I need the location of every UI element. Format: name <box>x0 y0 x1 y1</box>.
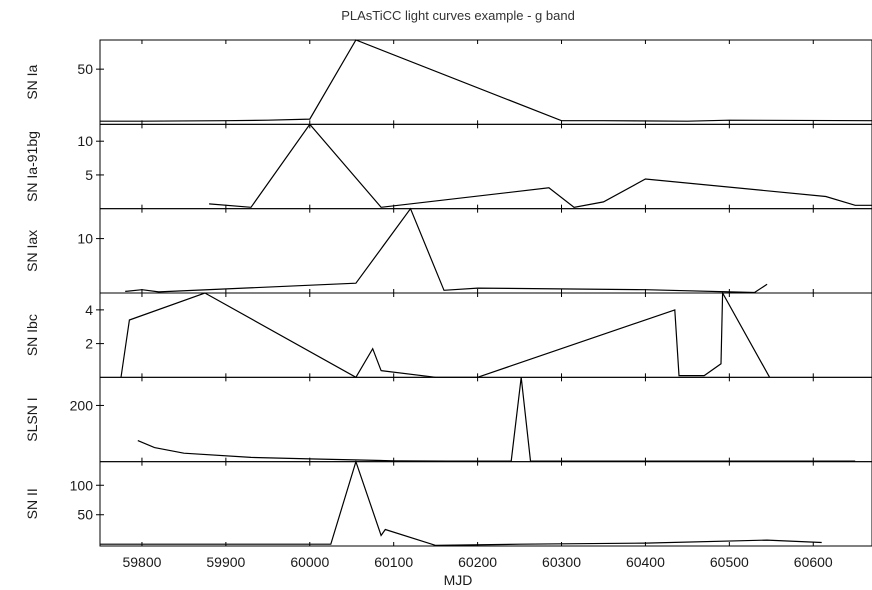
y-axis-label: SN Ia-91bg <box>24 131 40 202</box>
y-axis-label: SN Ia <box>24 64 40 99</box>
series-line <box>137 377 856 462</box>
x-tick-label: 60300 <box>542 554 581 570</box>
panel-frame <box>99 208 872 294</box>
x-axis: 59800 59900 60000 60100 60200 60300 60400 60500… <box>122 554 832 570</box>
y-axis-label: SN II <box>24 488 40 519</box>
y-tick-label: 200 <box>70 397 94 413</box>
y-axis-label: SN Ibc <box>24 314 40 356</box>
series-line <box>125 207 768 294</box>
panel-4: 200 SLSN I <box>24 376 872 463</box>
y-tick-label: 2 <box>85 336 93 352</box>
y-axis-label: SLSN I <box>24 397 40 441</box>
series-line <box>209 123 872 208</box>
series-line <box>100 460 822 547</box>
y-tick-label: 5 <box>85 167 93 183</box>
x-tick-label: 60400 <box>626 554 665 570</box>
panel-2: 10 SN Iax <box>24 207 872 294</box>
panel-0: 50 SN Ia <box>24 39 872 125</box>
panel-frame <box>99 292 872 378</box>
x-tick-label: 60100 <box>374 554 413 570</box>
y-tick-label: 50 <box>77 507 93 523</box>
y-tick-label: 10 <box>77 133 93 149</box>
panels: 50 SN Ia 5 10 SN Ia-91bg 10 SN Iax 2 4 SN Ibc 200 S… <box>24 39 872 547</box>
panel-frame <box>99 39 872 125</box>
chart-title: PLAsTiCC light curves example - g band <box>341 8 575 23</box>
panel-5: 50 100 SN II <box>24 460 872 547</box>
x-tick-label: 59800 <box>122 554 161 570</box>
series-line <box>120 292 771 379</box>
y-tick-label: 4 <box>85 302 93 318</box>
panel-frame <box>99 376 872 463</box>
panel-frame <box>99 123 872 210</box>
x-tick-label: 59900 <box>206 554 245 570</box>
x-tick-label: 60200 <box>458 554 497 570</box>
panel-1: 5 10 SN Ia-91bg <box>24 123 872 210</box>
y-tick-label: 50 <box>77 61 93 77</box>
x-tick-label: 60600 <box>794 554 833 570</box>
y-tick-label: 10 <box>77 231 93 247</box>
y-tick-label: 100 <box>70 477 94 493</box>
y-axis-label: SN Iax <box>24 230 40 272</box>
panel-frame <box>99 461 872 547</box>
x-axis-label: MJD <box>444 572 473 588</box>
x-tick-label: 60000 <box>290 554 329 570</box>
panel-3: 2 4 SN Ibc <box>24 292 872 379</box>
series-line <box>100 39 872 122</box>
x-tick-label: 60500 <box>710 554 749 570</box>
